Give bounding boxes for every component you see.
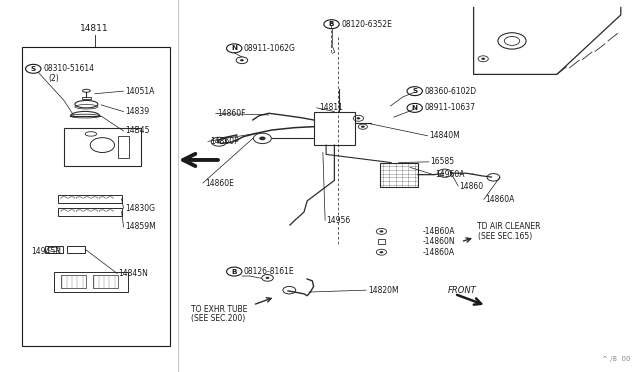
Text: 14956: 14956 (326, 216, 351, 225)
Text: N: N (231, 45, 237, 51)
Text: (2): (2) (48, 74, 59, 83)
Circle shape (240, 59, 244, 61)
Text: S: S (412, 88, 417, 94)
Circle shape (481, 58, 485, 60)
Circle shape (361, 126, 365, 128)
Text: 14051A: 14051A (125, 87, 154, 96)
Text: -14B60A: -14B60A (422, 227, 455, 236)
Text: 08911-10637: 08911-10637 (424, 103, 476, 112)
Text: 14945N: 14945N (31, 247, 61, 256)
Circle shape (380, 251, 383, 253)
Text: 14845N: 14845N (118, 269, 148, 278)
Text: (SEE SEC.200): (SEE SEC.200) (191, 314, 245, 323)
Text: 14839: 14839 (125, 107, 149, 116)
Text: ^ /8  00: ^ /8 00 (602, 356, 630, 362)
Text: 14830G: 14830G (125, 204, 155, 213)
Text: TD AIR CLEANER: TD AIR CLEANER (477, 222, 540, 231)
Bar (118, 136, 129, 158)
Text: 14860: 14860 (460, 182, 484, 190)
Bar (82, 97, 91, 99)
Text: TO EXHR TUBE: TO EXHR TUBE (191, 305, 247, 314)
Text: 08120-6352E: 08120-6352E (341, 20, 392, 29)
Text: 14820M: 14820M (368, 286, 399, 295)
Bar (314, 112, 355, 145)
Bar (380, 163, 418, 187)
Text: 14811: 14811 (81, 25, 109, 33)
Text: 08911-1062G: 08911-1062G (244, 44, 296, 53)
Text: (SEE SEC.165): (SEE SEC.165) (478, 232, 532, 241)
Bar (45, 246, 63, 253)
Text: 14860F: 14860F (218, 109, 246, 118)
Bar (58, 208, 122, 216)
Circle shape (266, 277, 269, 279)
Text: 14811: 14811 (319, 103, 342, 112)
Circle shape (356, 117, 360, 119)
Text: 16585: 16585 (430, 157, 454, 166)
Bar (378, 239, 385, 244)
Bar (93, 275, 118, 288)
Bar (64, 128, 141, 166)
Circle shape (380, 230, 383, 232)
Text: N: N (412, 105, 418, 111)
Text: 14B45: 14B45 (125, 126, 149, 135)
Bar (22, 46, 170, 346)
Circle shape (259, 137, 266, 140)
Text: 14859M: 14859M (125, 222, 156, 231)
Bar (67, 246, 85, 253)
Text: 14860E: 14860E (205, 179, 234, 187)
Bar (61, 275, 86, 288)
Text: FRONT: FRONT (448, 286, 477, 295)
Text: S: S (31, 66, 36, 72)
Text: -14860N: -14860N (422, 237, 455, 246)
Text: 08310-51614: 08310-51614 (44, 64, 95, 73)
Bar (58, 195, 122, 203)
Text: 14960A: 14960A (435, 170, 465, 179)
Bar (54, 272, 128, 292)
Text: 14840M: 14840M (429, 131, 460, 140)
Text: -14860A: -14860A (422, 248, 454, 257)
Text: 14860P: 14860P (210, 137, 239, 146)
Text: B: B (232, 269, 237, 275)
Text: 08126-8161E: 08126-8161E (244, 267, 294, 276)
Text: 14860A: 14860A (485, 195, 515, 204)
Text: B: B (329, 21, 334, 27)
Text: 08360-6102D: 08360-6102D (424, 87, 476, 96)
